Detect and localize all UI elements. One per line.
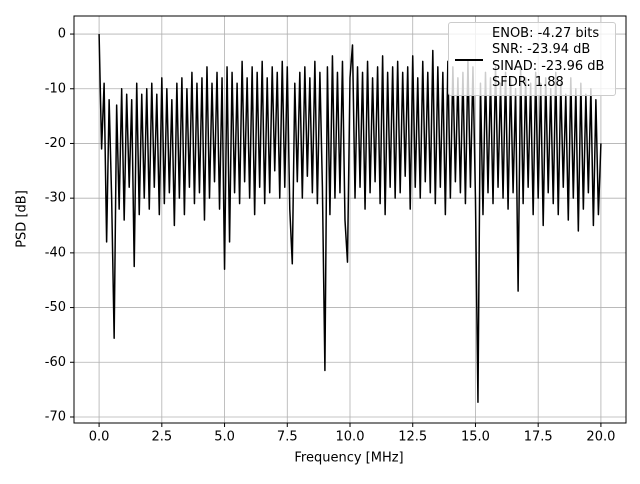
y-tick-label: 0 [58, 27, 66, 42]
y-tick-label: -10 [45, 81, 66, 96]
legend: ENOB: -4.27 bits SNR: -23.94 dB SINAD: -… [448, 22, 616, 96]
x-tick-label: 17.5 [524, 430, 553, 445]
y-tick-label: -70 [45, 409, 66, 424]
legend-swatch [455, 59, 483, 61]
y-tick-label: -60 [45, 355, 66, 370]
x-tick-label: 2.5 [151, 430, 172, 445]
x-axis-label: Frequency [MHz] [294, 451, 403, 466]
x-tick-label: 12.5 [398, 430, 427, 445]
y-tick-label: -40 [45, 245, 66, 260]
y-tick-label: -50 [45, 300, 66, 315]
legend-entry: ENOB: -4.27 bits SNR: -23.94 dB SINAD: -… [492, 26, 605, 90]
plot-frame [73, 15, 627, 424]
x-tick-label: 20.0 [586, 430, 615, 445]
psd-line [98, 34, 602, 403]
y-tick-label: -30 [45, 191, 66, 206]
y-axis-label: PSD [dB] [15, 190, 30, 248]
x-tick-label: 0.0 [89, 430, 110, 445]
x-tick-label: 7.5 [277, 430, 298, 445]
x-tick-label: 10.0 [336, 430, 365, 445]
y-tick-label: -20 [45, 136, 66, 151]
x-tick-label: 5.0 [214, 430, 235, 445]
x-tick-label: 15.0 [461, 430, 490, 445]
